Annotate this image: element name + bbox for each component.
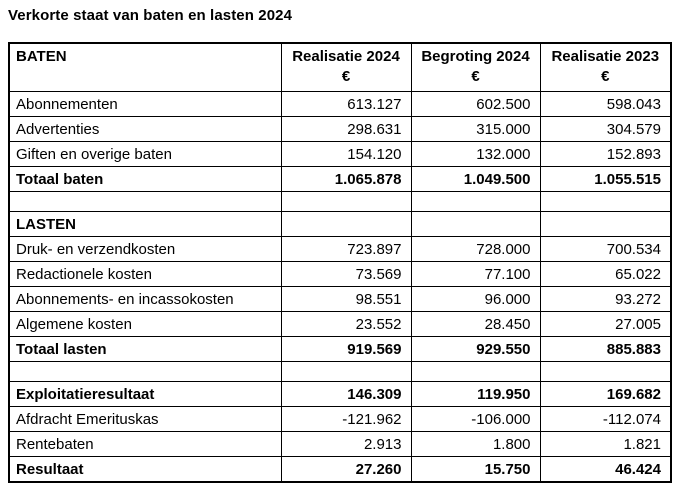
table-row: Exploitatieresultaat 146.309 119.950 169.68…: [8, 381, 672, 407]
row-value: 23.552: [280, 311, 412, 337]
table-body: Abonnementen 613.127 602.500 598.043 Adverte…: [8, 91, 672, 483]
row-value: 65.022: [539, 261, 672, 287]
row-label: [8, 191, 282, 212]
column-header-label: Realisatie 2023: [551, 48, 660, 65]
table-row: Advertenties 298.631 315.000 304.579: [8, 116, 672, 142]
column-header-label: Realisatie 2024: [292, 48, 400, 65]
row-value: 929.550: [410, 336, 541, 362]
row-label: Abonnements- en incassokosten: [8, 286, 282, 312]
row-value: 298.631: [280, 116, 412, 142]
row-value: 93.272: [539, 286, 672, 312]
table-row: Algemene kosten 23.552 28.450 27.005: [8, 311, 672, 337]
row-value: 723.897: [280, 236, 412, 262]
row-value: 27.005: [539, 311, 672, 337]
row-value: 885.883: [539, 336, 672, 362]
table-row: Redactionele kosten 73.569 77.100 65.022: [8, 261, 672, 287]
row-value: 304.579: [539, 116, 672, 142]
row-value: [410, 361, 541, 382]
row-label: [8, 361, 282, 382]
column-header-label: Begroting 2024: [421, 48, 530, 65]
row-value: -112.074: [539, 406, 672, 432]
row-value: 700.534: [539, 236, 672, 262]
table-header: BATEN Realisatie 2024 € Begroting 2024 €…: [8, 42, 672, 92]
euro-symbol: €: [601, 68, 610, 85]
row-value: [410, 211, 541, 237]
row-label: Giften en overige baten: [8, 141, 282, 167]
row-label: Afdracht Emerituskas: [8, 406, 282, 432]
row-value: [280, 191, 412, 212]
row-value: 73.569: [280, 261, 412, 287]
row-label: Rentebaten: [8, 431, 282, 457]
row-value: 598.043: [539, 91, 672, 117]
row-value: 1.049.500: [410, 166, 541, 192]
row-value: 728.000: [410, 236, 541, 262]
row-label: Totaal lasten: [8, 336, 282, 362]
row-value: -106.000: [410, 406, 541, 432]
row-value: 1.800: [410, 431, 541, 457]
row-value: 146.309: [280, 381, 412, 407]
row-value: 1.055.515: [539, 166, 672, 192]
header-row: BATEN Realisatie 2024 € Begroting 2024 €…: [8, 42, 672, 92]
income-statement-table: BATEN Realisatie 2024 € Begroting 2024 €…: [8, 42, 672, 483]
table-row: LASTEN: [8, 211, 672, 237]
row-value: [539, 211, 672, 237]
row-value: [280, 211, 412, 237]
row-value: 315.000: [410, 116, 541, 142]
row-value: 1.065.878: [280, 166, 412, 192]
table-row: Druk- en verzendkosten 723.897 728.000 700.…: [8, 236, 672, 262]
table-row: Giften en overige baten 154.120 132.000 152…: [8, 141, 672, 167]
row-label: Abonnementen: [8, 91, 282, 117]
row-value: 46.424: [539, 456, 672, 483]
row-value: 2.913: [280, 431, 412, 457]
column-header-begroting-2024: Begroting 2024 €: [410, 42, 541, 92]
row-label: Redactionele kosten: [8, 261, 282, 287]
spacer-row: [8, 361, 672, 382]
row-value: 602.500: [410, 91, 541, 117]
row-value: 613.127: [280, 91, 412, 117]
table-row: Totaal lasten 919.569 929.550 885.883: [8, 336, 672, 362]
column-header-realisatie-2023: Realisatie 2023 €: [539, 42, 672, 92]
table-row: Rentebaten 2.913 1.800 1.821: [8, 431, 672, 457]
row-label: Advertenties: [8, 116, 282, 142]
row-value: 169.682: [539, 381, 672, 407]
row-value: 98.551: [280, 286, 412, 312]
row-value: [539, 361, 672, 382]
row-value: 27.260: [280, 456, 412, 483]
column-header-baten: BATEN: [8, 42, 282, 92]
euro-symbol: €: [341, 68, 351, 85]
table-row: Afdracht Emerituskas -121.962 -106.000 -112…: [8, 406, 672, 432]
row-value: 919.569: [280, 336, 412, 362]
row-label: Totaal baten: [8, 166, 282, 192]
table-row: Resultaat 27.260 15.750 46.424: [8, 456, 672, 483]
row-value: 15.750: [410, 456, 541, 483]
row-value: -121.962: [280, 406, 412, 432]
row-value: 154.120: [280, 141, 412, 167]
row-value: 96.000: [410, 286, 541, 312]
row-label: LASTEN: [8, 211, 282, 237]
table-row: Abonnementen 613.127 602.500 598.043: [8, 91, 672, 117]
euro-symbol: €: [471, 68, 480, 85]
row-value: 119.950: [410, 381, 541, 407]
row-label: Exploitatieresultaat: [8, 381, 282, 407]
row-value: 1.821: [539, 431, 672, 457]
row-value: 77.100: [410, 261, 541, 287]
row-label: Algemene kosten: [8, 311, 282, 337]
row-value: [410, 191, 541, 212]
table-row: Totaal baten 1.065.878 1.049.500 1.055.515: [8, 166, 672, 192]
row-value: 132.000: [410, 141, 541, 167]
row-label: Resultaat: [8, 456, 282, 483]
column-header-realisatie-2024: Realisatie 2024 €: [280, 42, 412, 92]
row-value: [539, 191, 672, 212]
table-row: Abonnements- en incassokosten 98.551 96.00…: [8, 286, 672, 312]
row-value: 28.450: [410, 311, 541, 337]
row-value: 152.893: [539, 141, 672, 167]
spacer-row: [8, 191, 672, 212]
page-title: Verkorte staat van baten en lasten 2024: [8, 7, 293, 24]
row-value: [280, 361, 412, 382]
row-label: Druk- en verzendkosten: [8, 236, 282, 262]
